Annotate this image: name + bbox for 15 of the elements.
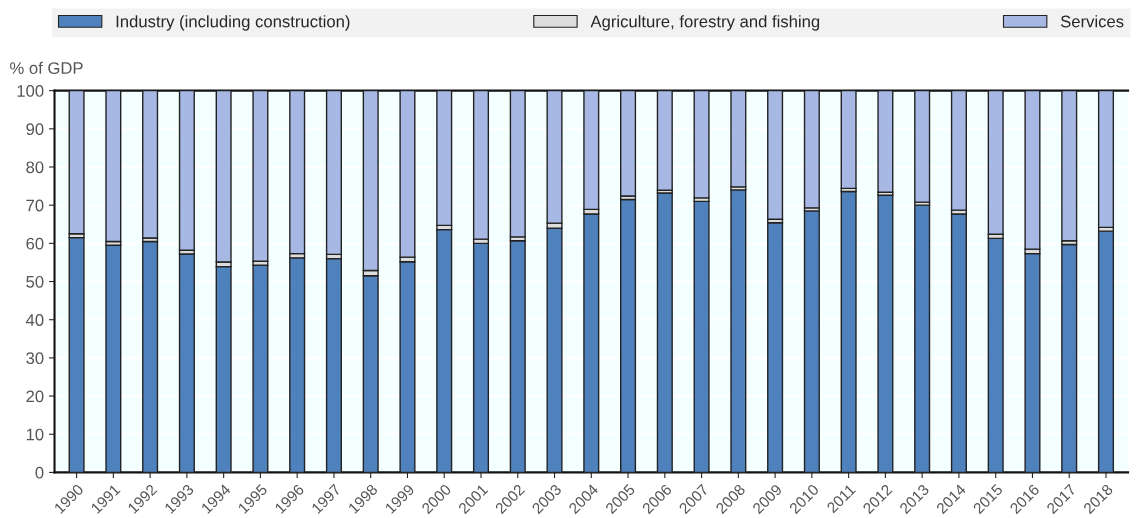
- legend-label: Services: [1060, 15, 1124, 28]
- y-tick-label: 90: [26, 123, 44, 136]
- y-tick-label: 70: [26, 199, 44, 212]
- y-tick-label: 60: [26, 237, 44, 250]
- y-tick-label: 0: [35, 466, 44, 479]
- y-axis-title: % of GDP: [10, 61, 83, 74]
- y-tick-label: 40: [25, 314, 44, 326]
- y-tick-label: 30: [26, 352, 44, 365]
- y-tick-label: 10: [26, 428, 44, 441]
- y-tick-label: 80: [26, 161, 44, 174]
- legend-label: Industry (including construction): [116, 15, 350, 31]
- y-tick-label: 20: [26, 390, 44, 403]
- legend-label: Agriculture, forestry and fishing: [590, 15, 820, 31]
- y-tick-label: 50: [26, 275, 44, 288]
- y-tick-label: 100: [17, 85, 44, 97]
